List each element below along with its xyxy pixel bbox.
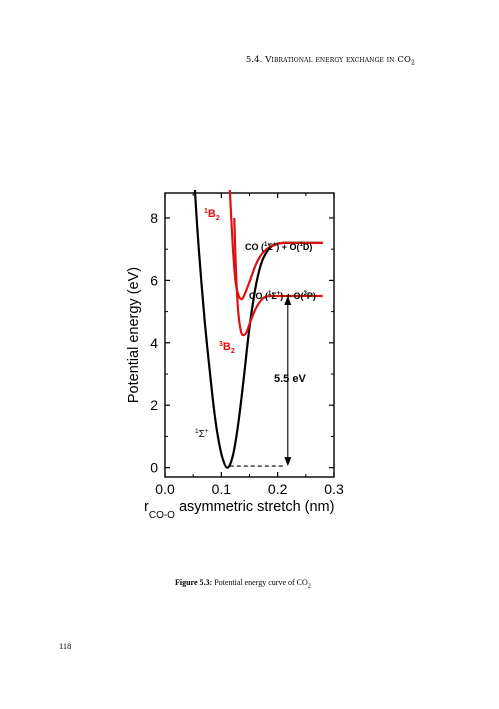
- axis-ticks: [164, 193, 335, 477]
- x-tick-label: 0.3: [324, 481, 344, 497]
- x-tick-label: 0.0: [155, 481, 175, 497]
- state-label-ground: 1Σ+: [195, 428, 209, 440]
- y-tick-label: 2: [150, 397, 158, 413]
- y-tick-label: 0: [150, 460, 158, 476]
- running-head-title: Vibrational energy exchange in: [265, 55, 395, 65]
- x-tick-label: 0.1: [212, 481, 232, 497]
- figure-caption-label: Figure 5.3:: [175, 578, 213, 587]
- running-head: 5.4. Vibrational energy exchange in CO2: [246, 55, 415, 67]
- energy-gap-arrow-head-down: [284, 457, 292, 467]
- y-tick-label: 6: [150, 272, 158, 288]
- curves: [193, 189, 323, 469]
- figure-caption-text: Potential energy curve of CO: [212, 578, 308, 587]
- running-head-molecule: CO: [397, 55, 412, 65]
- state-label-1b2: 1B2: [204, 208, 220, 222]
- potential-curve-3b2: [233, 217, 323, 337]
- y-tick-label: 4: [150, 335, 158, 351]
- state-label-3b2: 3B2: [219, 341, 235, 355]
- running-head-section: 5.4.: [245, 55, 263, 65]
- running-head-molecule-subscript: 2: [411, 59, 415, 67]
- asymptote-label-co-o1d: CO (1Σ+) + O(1D): [245, 242, 312, 252]
- x-axis-label: rCO-O asymmetric stretch (nm): [144, 499, 334, 521]
- figure-caption: Figure 5.3: Potential energy curve of CO…: [175, 578, 311, 590]
- energy-gap-label: 5.5 eV: [274, 373, 306, 385]
- figure-caption-subscript: 2: [307, 583, 311, 590]
- y-tick-labels: 0 2 4 6 8: [150, 210, 158, 476]
- energy-gap-arrow-head-up: [284, 295, 292, 305]
- x-tick-labels: 0.0 0.1 0.2 0.3: [155, 481, 344, 497]
- y-axis-label: Potential energy (eV): [126, 267, 142, 403]
- potential-energy-figure: 0.0 0.1 0.2 0.3 0 2 4 6 8 5.5 eV 1B2 3B2 1Σ+ CO…: [118, 178, 358, 528]
- asymptote-label-co-o3p: CO (1Σ+) + O(3P): [249, 291, 316, 301]
- page-number: 118: [59, 641, 72, 651]
- x-tick-label: 0.2: [268, 481, 288, 497]
- y-tick-label: 8: [150, 210, 158, 226]
- potential-curve-1: [193, 189, 323, 469]
- potential-energy-chart: 0.0 0.1 0.2 0.3 0 2 4 6 8 5.5 eV 1B2 3B2 1Σ+ CO…: [126, 189, 344, 521]
